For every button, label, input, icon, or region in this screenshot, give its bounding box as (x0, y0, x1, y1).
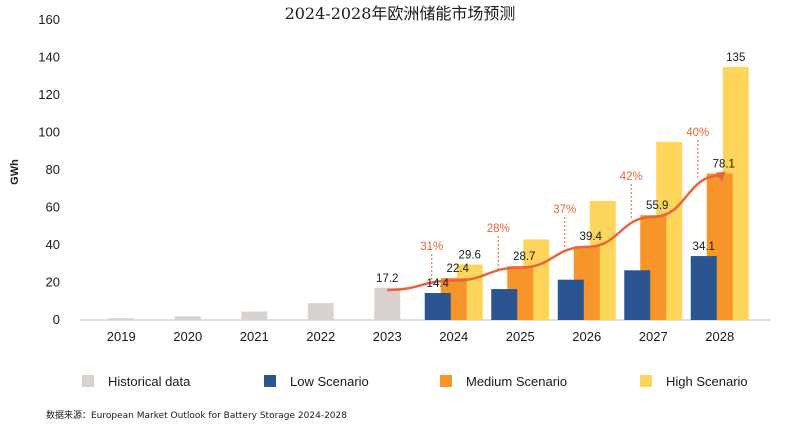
bars (108, 66, 749, 320)
bar-historical-2020 (174, 316, 201, 320)
legend-label: Low Scenario (290, 374, 369, 389)
legend-swatch (440, 375, 452, 387)
x-ticks: 2019 2020 2021 2022 2023 2024 2025 2026 2027 2028 (107, 329, 734, 344)
growth-line (387, 174, 720, 292)
y-tick-label: 80 (46, 162, 60, 177)
data-labels: 31% 28% 37% 42% 40% 17.2 14.4 22.429.6 28.7 39.4 5… (376, 52, 745, 290)
data-label: 34.1 (693, 241, 715, 253)
growth-line-arrowhead (715, 171, 726, 182)
source-note: 数据来源：European Market Outlook for Battery… (46, 409, 347, 421)
chart-title: 2024-2028年欧洲储能市场预测 (285, 4, 516, 23)
legend-label: Historical data (108, 374, 191, 389)
x-tick-label: 2026 (572, 329, 601, 344)
x-tick-label: 2019 (107, 329, 136, 344)
y-tick-label: 40 (46, 237, 60, 252)
bar-historical-2019 (108, 318, 135, 320)
y-tick-label: 160 (38, 12, 60, 27)
x-tick-label: 2023 (373, 329, 402, 344)
x-tick-label: 2021 (240, 329, 269, 344)
x-tick-label: 2027 (639, 329, 668, 344)
legend-label: Medium Scenario (466, 374, 567, 389)
growth-percent-label: 40% (686, 127, 709, 139)
bar-historical-2021 (241, 311, 268, 320)
data-label: 78.1 (713, 159, 735, 171)
y-tick-label: 140 (38, 50, 60, 65)
data-label: 22.4 (447, 263, 470, 275)
data-label: 55.9 (646, 200, 668, 212)
data-label: 14.4 (427, 278, 450, 290)
data-label: 39.4 (580, 231, 603, 243)
bar-historical-2022 (307, 303, 334, 320)
y-tick-label: 60 (46, 200, 60, 215)
bar-historical-2023 (374, 287, 401, 320)
legend: Historical data Low Scenario Medium Scenar… (82, 374, 748, 389)
legend-swatch (640, 375, 652, 387)
data-label: 28.7 (513, 251, 535, 263)
y-tick-label: 0 (53, 312, 60, 327)
legend-swatch (264, 375, 276, 387)
legend-label: High Scenario (666, 374, 748, 389)
y-tick-label: 120 (38, 87, 60, 102)
x-tick-label: 2020 (173, 329, 202, 344)
growth-percent-label: 42% (620, 171, 643, 183)
growth-percent-label: 28% (487, 223, 510, 235)
growth-percent-label: 37% (553, 204, 576, 216)
x-tick-label: 2022 (306, 329, 335, 344)
data-label: 135 (726, 52, 745, 64)
bar-low-scenario-2027 (624, 270, 651, 320)
data-label: 29.6 (459, 250, 481, 262)
x-tick-label: 2028 (705, 329, 734, 344)
y-tick-label: 100 (38, 125, 60, 140)
x-tick-label: 2025 (506, 329, 535, 344)
bar-low-scenario-2025 (491, 289, 518, 320)
legend-swatch (82, 375, 94, 387)
bar-low-scenario-2024 (424, 293, 451, 320)
growth-percent-label: 31% (420, 241, 443, 253)
data-label: 17.2 (376, 273, 398, 285)
bar-low-scenario-2026 (557, 279, 584, 320)
y-ticks: 0 20 40 60 80 100 120 140 160 (38, 12, 60, 327)
bar-low-scenario-2028 (690, 256, 717, 320)
growth-line-group (387, 140, 726, 292)
x-tick-label: 2024 (439, 329, 468, 344)
y-tick-label: 20 (46, 275, 60, 290)
y-axis-label: GWh (9, 159, 21, 185)
